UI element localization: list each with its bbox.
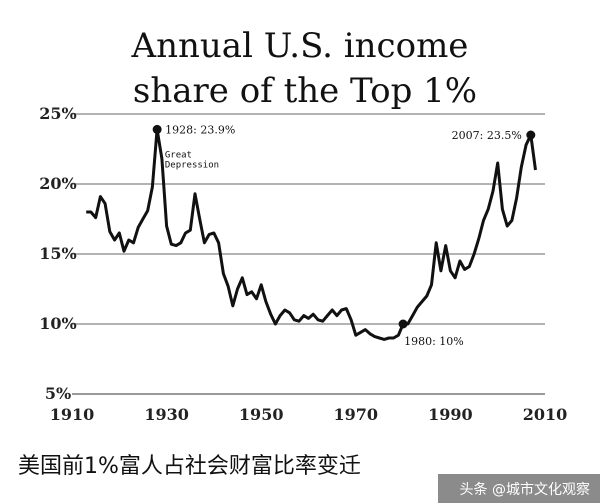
x-tick-label: 1930 — [144, 405, 189, 424]
watermark-box — [438, 474, 600, 503]
x-tick-label: 2010 — [523, 405, 568, 424]
grid-lines — [72, 113, 545, 395]
annotation-marker — [152, 124, 162, 134]
annotation-label: Depression — [165, 160, 219, 170]
chart-title-line-2: share of the Top 1% — [133, 71, 477, 111]
annotation-marker — [526, 130, 536, 140]
chart-title-line-1: Annual U.S. income — [131, 26, 469, 66]
annotations: 1928: 23.9% 2007: 23.5% 1980: 10% GreatDepr… — [152, 123, 536, 348]
annotation-label: 1928: 23.9% — [165, 123, 235, 136]
y-tick-label: 5% — [45, 384, 71, 403]
y-tick-label: 20% — [39, 174, 76, 193]
y-tick-label: 10% — [39, 314, 76, 333]
x-tick-label: 1990 — [428, 405, 473, 424]
y-axis-ticks: 5% 10% 15% 20% 25% — [39, 104, 76, 403]
annotation-marker — [398, 319, 408, 329]
annotation-label: Great — [165, 150, 192, 160]
x-tick-label: 1970 — [334, 405, 379, 424]
caption: 美国前1%富人占社会财富比率变迁 — [18, 454, 361, 479]
watermark: 头条 @城市文化观察 — [460, 481, 590, 498]
y-tick-label: 15% — [39, 244, 76, 263]
income-share-line — [86, 127, 537, 341]
annotation-label: 1980: 10% — [404, 335, 464, 348]
y-tick-label: 25% — [39, 104, 76, 123]
x-tick-label: 1950 — [239, 405, 284, 424]
annotation-label: 2007: 23.5% — [452, 129, 522, 142]
x-axis-ticks: 1910 1930 1950 1970 1990 2010 — [50, 405, 568, 424]
x-tick-label: 1910 — [50, 405, 95, 424]
